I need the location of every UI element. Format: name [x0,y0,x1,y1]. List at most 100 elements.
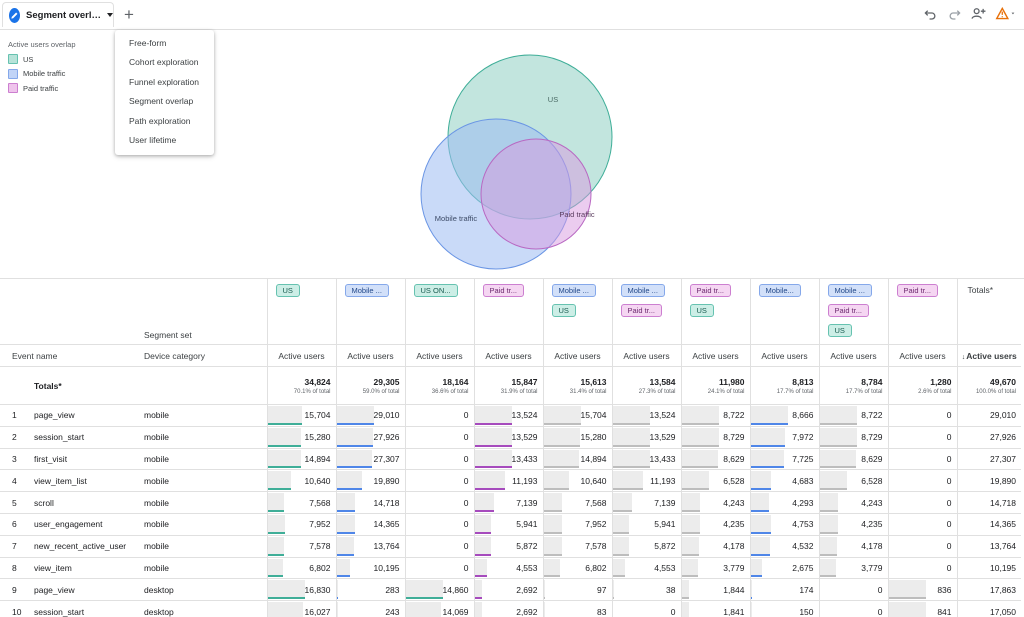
undo-icon[interactable] [922,5,938,21]
metric-cell: 15,280 [266,425,336,449]
segment-chip[interactable]: Mobile... [758,284,801,297]
segment-chip[interactable]: US [275,284,300,297]
metric-value: 13,764 [990,541,1016,552]
value-bar [681,514,700,534]
metric-cell: 0 [404,447,474,470]
metric-cell: 13,433 [611,447,681,470]
exploration-tab[interactable]: Segment overl… [2,2,114,27]
table-row[interactable]: 4 view_item_list mobile 10,640 19,890 0 11,193… [0,469,1021,492]
active-users-header[interactable]: Active users [542,344,612,367]
event-name-header[interactable]: Event name [0,344,144,367]
active-users-header[interactable]: Active users [335,344,405,367]
segment-chip[interactable]: Mobile ... [344,284,389,297]
value-bar [267,602,304,617]
segment-chip[interactable]: Mobile ... [551,284,596,297]
active-users-sorted-header[interactable]: ↓Active users [956,344,1021,367]
table-row[interactable]: 6 user_engagement mobile 7,952 14,365 0 5,941 7… [0,512,1021,536]
segment-chip[interactable]: Paid tr... [620,304,663,317]
data-table-container: Segment set US Mobile ... US ON... Paid tr.… [0,278,1024,617]
total-value: 29,305 [373,376,400,387]
segment-chip[interactable]: Paid tr... [482,284,525,297]
warning-icon[interactable] [994,5,1018,21]
active-users-header[interactable]: Active users [749,344,819,367]
segment-chip[interactable]: US [689,304,714,317]
metric-cell: 0 [887,534,957,558]
table-row[interactable]: 3 first_visit mobile 14,894 27,307 0 13,433 14,… [0,447,1021,470]
active-users-header[interactable]: Active users [404,344,474,367]
total-cell: 15,613 31.4% of total [542,366,612,405]
legend-label-mobile: Mobile traffic [23,69,66,79]
legend-title: Active users overlap [8,40,76,49]
active-users-header[interactable]: Active users [473,344,543,367]
menu-item-path[interactable]: Path exploration [129,115,191,126]
table-row[interactable]: 8 view_item mobile 6,802 10,195 0 4,553 6,802 4,… [0,556,1021,579]
empty-cell [22,279,144,345]
chevron-down-icon[interactable] [107,13,113,17]
active-users-header[interactable]: Active users [611,344,681,367]
metric-cell: 11,193 [473,469,543,492]
add-tab-button[interactable]: + [124,5,134,24]
segment-chip[interactable]: US [551,304,576,317]
metric-value: 2,692 [516,606,538,617]
menu-item-funnel[interactable]: Funnel exploration [129,76,199,87]
table-row[interactable]: 9 page_view desktop 16,830 283 14,860 2,692 97 3… [0,578,1021,601]
empty-cell [144,366,267,405]
table-row[interactable]: 7 new_recent_active_user mobile 7,578 13,764… [0,534,1021,558]
total-cell: 11,980 24.1% of total [680,366,750,405]
total-value: 11,980 [718,376,745,387]
segment-chip[interactable]: Mobile ... [620,284,665,297]
metric-cell: 6,802 [542,556,612,579]
metric-value: 14,718 [373,497,400,508]
active-users-header[interactable]: Active users [266,344,336,367]
redo-icon[interactable] [946,5,962,21]
venn-circle-paid[interactable] [480,138,592,250]
metric-cell: 0 [404,425,474,449]
menu-item-free-form[interactable]: Free-form [129,38,167,48]
device-category-header[interactable]: Device category [144,344,267,367]
value-bar [474,602,482,617]
value-bar [336,536,355,556]
menu-item-cohort[interactable]: Cohort exploration [129,57,199,68]
segment-chip[interactable]: Paid tr... [827,304,870,317]
metric-value: 13,524 [649,410,676,421]
metric-cell: 8,629 [680,447,750,470]
metric-value: 4,243 [723,497,745,508]
value-bar [543,406,581,425]
table-row[interactable]: 10 session_start desktop 16,027 243 14,069 2,6… [0,600,1021,617]
segment-chip[interactable]: US [827,324,852,337]
segment-chip[interactable]: Mobile ... [827,284,872,297]
metric-cell: 27,926 [335,425,405,449]
device-category-cell: mobile [144,491,267,514]
metric-value: 2,675 [792,562,814,573]
share-user-icon[interactable] [970,5,986,21]
metric-value: 4,235 [861,519,883,530]
metric-value: 11,193 [650,475,676,486]
value-bar [543,471,569,491]
segment-chip[interactable]: Paid tr... [896,284,939,297]
table-row[interactable]: 5 scroll mobile 7,568 14,718 0 7,139 7,568 7,139… [0,491,1021,514]
row-index: 9 [0,578,22,601]
value-bar [750,602,752,617]
table-row[interactable]: 2 session_start mobile 15,280 27,926 0 13,529 1… [0,425,1021,449]
event-name-cell: scroll [22,491,144,514]
metric-value: 19,890 [990,475,1016,486]
menu-item-segment-overlap[interactable]: Segment overlap [129,96,194,107]
table-row[interactable]: 1 page_view mobile 15,704 29,010 0 13,524 15,70… [0,404,1021,427]
segment-chip[interactable]: Paid tr... [689,284,732,297]
metric-value: 13,433 [511,453,538,464]
value-bar [474,514,491,534]
metric-value: 836 [937,584,952,595]
active-users-header[interactable]: Active users [680,344,750,367]
active-users-header[interactable]: Active users [887,344,957,367]
menu-item-user-lifetime[interactable]: User lifetime [129,134,177,145]
active-users-header[interactable]: Active users [818,344,888,367]
sort-down-icon[interactable]: ↓ [961,353,966,361]
metric-cell: 1,841 [680,600,750,617]
segment-chip[interactable]: US ON... [413,284,458,297]
metric-cell: 283 [335,578,405,601]
top-divider [0,29,1024,30]
metric-value: 0 [877,606,883,617]
total-percent: 24.1% of total [707,388,745,395]
venn-label-paid: Paid traffic [559,210,595,219]
value-bar [681,471,710,491]
